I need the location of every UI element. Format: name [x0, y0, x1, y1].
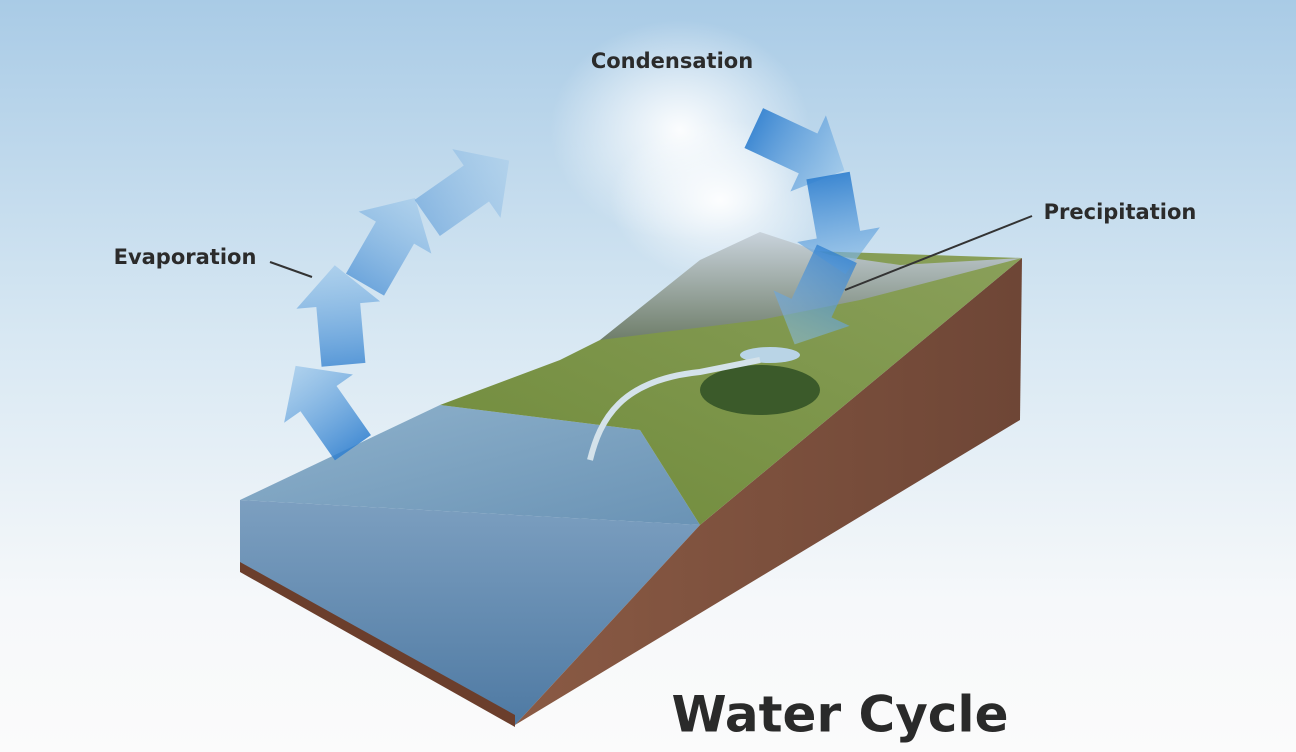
rock-face [515, 258, 1022, 725]
evaporation-label: Evaporation [114, 245, 257, 269]
river [587, 357, 761, 461]
forest [700, 365, 820, 415]
water-front-face [240, 500, 700, 725]
leader-line [844, 215, 1033, 291]
seabed [240, 562, 515, 727]
precipitation-label: Precipitation [1044, 200, 1197, 224]
condensation-label: Condensation [591, 49, 753, 73]
leader-line [269, 261, 313, 278]
water-surface [240, 405, 700, 525]
title: Water Cycle [672, 686, 1009, 744]
